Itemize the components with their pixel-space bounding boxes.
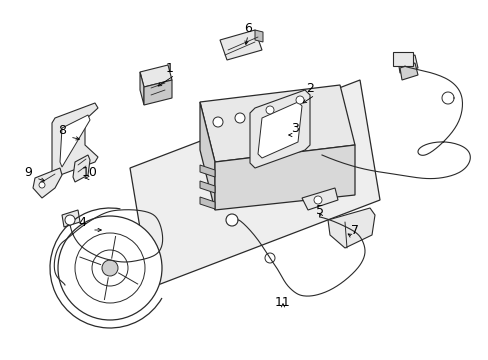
Circle shape (295, 96, 304, 104)
Circle shape (65, 215, 75, 225)
Text: 5: 5 (315, 203, 324, 216)
Text: 4: 4 (78, 216, 86, 229)
Circle shape (39, 182, 45, 188)
Polygon shape (200, 102, 215, 210)
FancyBboxPatch shape (392, 52, 412, 66)
Polygon shape (399, 63, 417, 80)
Text: 8: 8 (58, 123, 66, 136)
Polygon shape (140, 72, 143, 105)
Text: 2: 2 (305, 81, 313, 95)
Circle shape (313, 196, 321, 204)
Polygon shape (130, 80, 379, 288)
Polygon shape (215, 145, 354, 210)
Polygon shape (62, 210, 80, 227)
Text: 7: 7 (350, 224, 358, 237)
Polygon shape (200, 85, 354, 162)
Circle shape (92, 250, 128, 286)
Polygon shape (52, 103, 98, 177)
Circle shape (235, 113, 244, 123)
Circle shape (225, 214, 238, 226)
Text: 10: 10 (82, 166, 98, 179)
Polygon shape (220, 30, 262, 60)
Text: 9: 9 (24, 166, 32, 179)
Polygon shape (302, 188, 337, 210)
Polygon shape (140, 65, 172, 87)
Polygon shape (33, 168, 62, 198)
Circle shape (75, 233, 145, 303)
Polygon shape (200, 181, 215, 193)
Circle shape (264, 253, 274, 263)
Polygon shape (200, 197, 215, 209)
Text: 11: 11 (275, 296, 290, 309)
Polygon shape (258, 102, 302, 158)
Text: 6: 6 (244, 22, 251, 35)
Circle shape (102, 260, 118, 276)
Polygon shape (249, 90, 309, 168)
Circle shape (265, 106, 273, 114)
Circle shape (58, 216, 162, 320)
Circle shape (213, 117, 223, 127)
Polygon shape (327, 208, 374, 248)
Polygon shape (200, 165, 215, 177)
Polygon shape (73, 155, 90, 182)
Text: 3: 3 (290, 122, 298, 135)
Polygon shape (254, 30, 263, 42)
Polygon shape (60, 115, 90, 167)
Polygon shape (397, 55, 417, 73)
Text: 1: 1 (166, 62, 174, 75)
Polygon shape (143, 80, 172, 105)
